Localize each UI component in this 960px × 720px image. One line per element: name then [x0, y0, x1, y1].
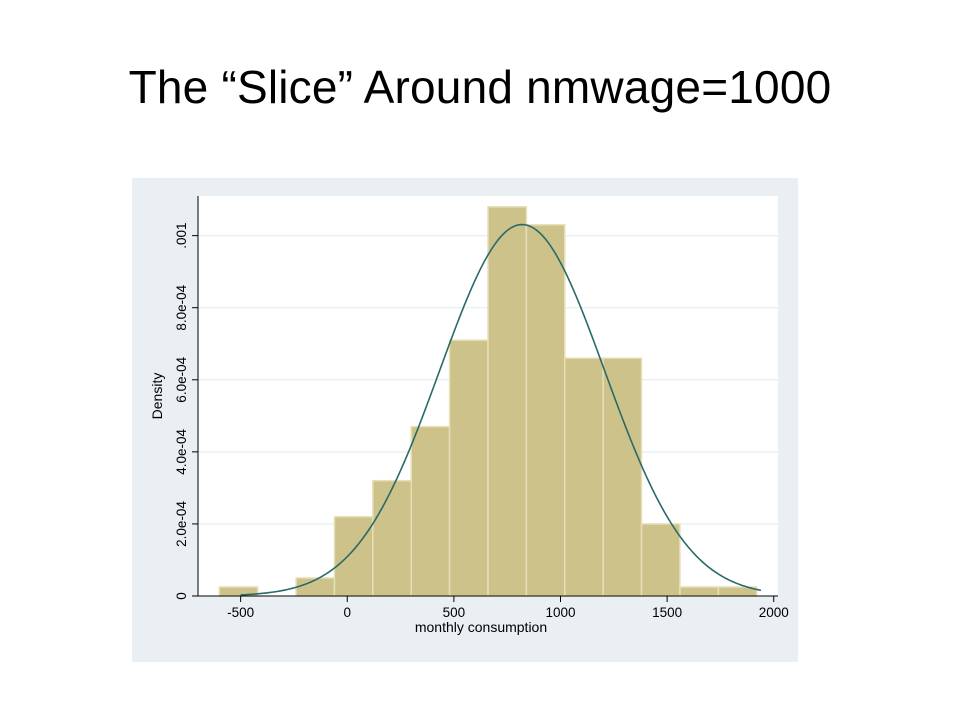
histogram-bar — [679, 586, 720, 597]
y-tick-label: 2.0e-04 — [174, 501, 189, 547]
axes — [192, 196, 778, 602]
y-axis-title: Density — [149, 373, 165, 420]
x-axis-title: monthly consumption — [415, 619, 547, 635]
x-tick-label: 1000 — [545, 605, 575, 620]
histogram-bar — [487, 206, 528, 597]
y-tick-label: 8.0e-04 — [174, 284, 189, 330]
histogram-bar — [640, 523, 681, 597]
normal-density-curve — [240, 223, 762, 596]
axis-labels: -500 0 500 1000 1500 2000 0 2.0e-04 4.0e-04 6.0e-… — [149, 222, 789, 635]
y-tick-label: 4.0e-04 — [174, 428, 189, 474]
histogram-bar — [372, 479, 412, 597]
histogram-bar — [448, 339, 489, 597]
y-tick-label: 6.0e-04 — [174, 356, 189, 402]
y-tick-label: 0 — [174, 592, 189, 600]
x-tick-label: 1500 — [652, 605, 682, 620]
histogram-bar — [410, 425, 451, 597]
x-tick-label: 500 — [443, 605, 466, 620]
histogram-bar — [564, 357, 604, 597]
histogram-bar — [333, 515, 374, 597]
histogram-chart: -500 0 500 1000 1500 2000 0 2.0e-04 4.0e-04 6.0e-… — [149, 196, 789, 635]
slide-title: The “Slice” Around nmwage=1000 — [128, 61, 832, 113]
histogram-bar — [525, 224, 566, 597]
chart-panel: -500 0 500 1000 1500 2000 0 2.0e-04 4.0e-04 6.0e-… — [132, 178, 798, 662]
x-tick-label: 2000 — [759, 605, 789, 620]
normal-curve-line — [240, 223, 762, 596]
x-tick-label: -500 — [227, 605, 254, 620]
histogram-bar — [602, 357, 643, 597]
histogram-bars — [218, 206, 758, 597]
y-tick-label: .001 — [174, 222, 189, 248]
x-tick-label: 0 — [344, 605, 352, 620]
